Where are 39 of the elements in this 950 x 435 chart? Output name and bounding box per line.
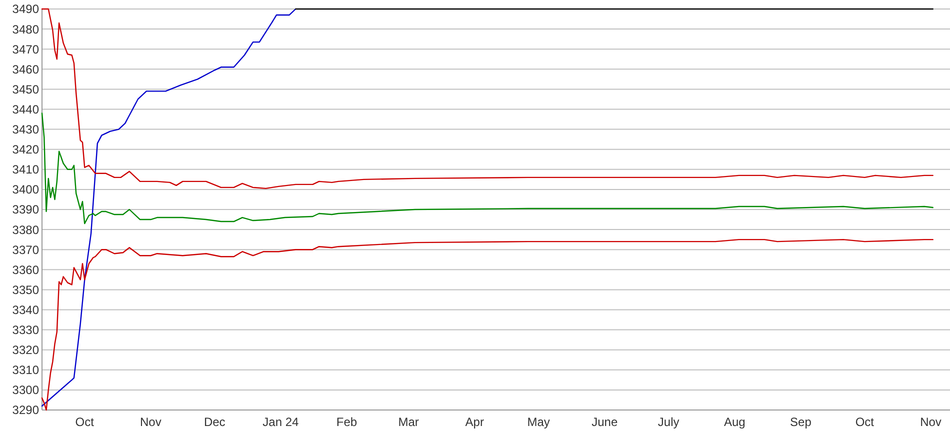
y-tick-label: 3490 <box>12 2 40 16</box>
x-tick-label: July <box>658 415 680 429</box>
y-tick-label: 3380 <box>12 222 40 237</box>
y-tick-label: 3310 <box>12 363 40 378</box>
y-tick-label: 3450 <box>12 82 40 96</box>
x-tick-label: Apr <box>465 415 484 429</box>
x-tick-label: Oct <box>75 415 95 429</box>
line-series <box>41 112 934 224</box>
x-tick-label: Sep <box>790 415 812 429</box>
x-tick-label: Jan 24 <box>262 415 300 429</box>
y-tick-label: 3300 <box>12 383 40 398</box>
y-tick-label: 3340 <box>12 302 40 317</box>
x-tick-label: Dec <box>204 415 226 429</box>
line-series <box>41 8 296 407</box>
x-tick-label: Feb <box>336 415 358 429</box>
y-tick-label: 3470 <box>12 42 40 56</box>
x-tick-label: May <box>527 415 550 429</box>
y-tick-label: 3360 <box>12 262 40 277</box>
line-series <box>41 8 934 190</box>
y-tick-label: 3320 <box>12 343 40 358</box>
y-tick-label: 3330 <box>12 323 40 337</box>
x-tick-label: June <box>592 415 618 429</box>
y-tick-label: 3410 <box>12 162 40 177</box>
x-tick-label: Oct <box>855 415 875 429</box>
y-tick-label: 3440 <box>12 102 40 116</box>
y-tick-label: 3480 <box>12 22 40 36</box>
y-tick-label: 3420 <box>12 142 40 157</box>
x-tick-label: Aug <box>724 415 746 429</box>
x-tick-label: Mar <box>398 415 419 429</box>
y-tick-label: 3390 <box>12 202 40 217</box>
y-tick-label: 3290 <box>12 403 40 418</box>
y-tick-label: 3430 <box>12 122 40 136</box>
y-tick-label: 3370 <box>12 242 40 257</box>
x-tick-label: Nov <box>920 415 942 429</box>
y-tick-label: 3350 <box>12 282 40 297</box>
y-tick-label: 3460 <box>12 62 40 76</box>
line-series <box>41 238 934 411</box>
y-tick-label: 3400 <box>12 182 40 197</box>
x-tick-label: Nov <box>140 415 162 429</box>
